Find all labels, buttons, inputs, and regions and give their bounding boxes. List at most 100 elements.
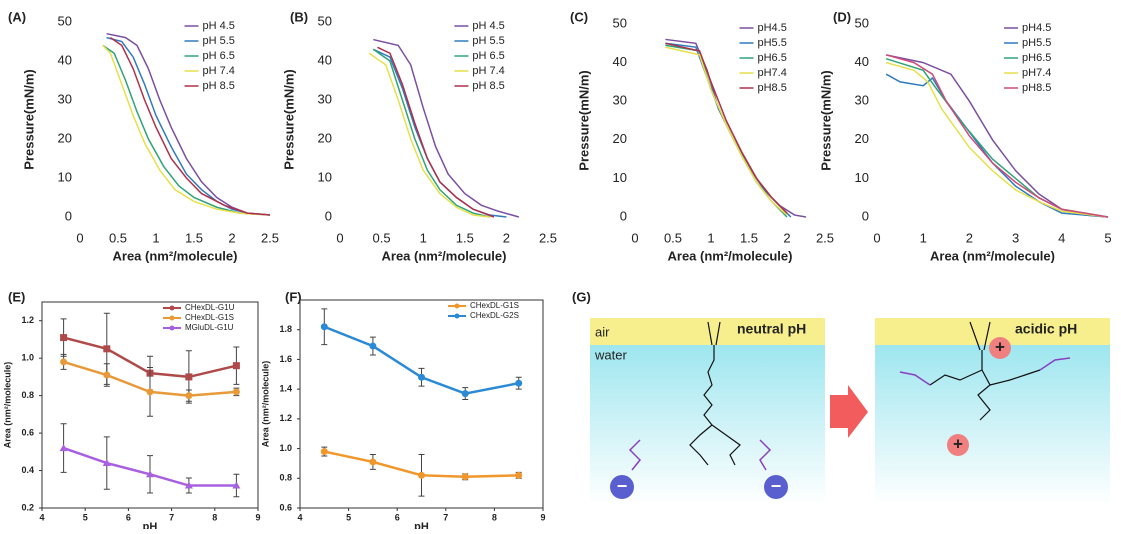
- isotherm-line: [109, 36, 271, 216]
- condition-label: neutral pH: [737, 321, 806, 337]
- isotherm-line: [665, 46, 788, 216]
- legend-marker: [169, 325, 175, 331]
- x-axis-label: Area (nm²/molecule): [113, 248, 238, 263]
- marker: [103, 345, 111, 353]
- panel-label: (D): [833, 9, 851, 24]
- x-tick-label: 2.5: [261, 230, 279, 245]
- x-tick-label: 2: [966, 230, 973, 245]
- isotherm-line: [102, 44, 271, 216]
- marker: [60, 358, 68, 366]
- plot-frame: [41, 301, 259, 509]
- isotherm-line: [886, 61, 1109, 218]
- positive-charge: [989, 337, 1011, 359]
- y-tick-label: 1.0: [21, 353, 34, 363]
- chart: (F) 0.6 0.8 1.0 1.2 1.4 1.6 1.8 4 5 6 7 8 9 pH Area (nm…: [260, 289, 545, 532]
- y-tick-label: 20: [855, 131, 869, 146]
- y-tick-label: 1.2: [279, 413, 292, 423]
- isotherm-line: [886, 54, 1109, 218]
- y-tick-label: 40: [855, 54, 869, 69]
- isotherm-line: [665, 42, 788, 214]
- panel-label: (E): [8, 289, 25, 304]
- marker: [185, 392, 193, 400]
- legend-label: pH5.5: [1022, 37, 1051, 49]
- x-tick-label: 2.5: [816, 230, 834, 245]
- legend-label: CHexDL-G1U: [185, 303, 235, 312]
- y-tick-label: 0.8: [279, 473, 292, 483]
- acid-chain: [628, 439, 772, 471]
- x-tick-label: 0: [631, 230, 638, 245]
- marker: [418, 373, 425, 381]
- legend-label: pH4.5: [758, 22, 787, 34]
- x-tick-label: 4: [297, 512, 302, 522]
- isotherm-line: [106, 36, 271, 216]
- molecule-acidic: [929, 321, 1041, 421]
- marker: [369, 458, 377, 466]
- panel-label: (B): [290, 9, 308, 24]
- y-tick-label: 30: [613, 93, 627, 108]
- y-tick-label: 0: [862, 208, 869, 223]
- marker: [369, 342, 377, 350]
- y-tick-label: 1.2: [21, 315, 34, 325]
- y-tick-label: 1.0: [279, 443, 292, 453]
- x-axis-label: pH: [143, 521, 158, 529]
- x-tick-label: 0.5: [373, 230, 391, 245]
- x-tick-label: 1.5: [456, 230, 474, 245]
- x-tick-label: 7: [443, 512, 448, 522]
- x-tick-label: 3: [1012, 230, 1019, 245]
- x-axis-label: pH: [414, 521, 429, 529]
- isotherm-line: [373, 38, 520, 218]
- x-tick-label: 1: [707, 230, 714, 245]
- positive-charge: [947, 434, 969, 456]
- legend-label: pH6.5: [1022, 52, 1051, 64]
- marker: [146, 470, 154, 478]
- y-tick-label: 30: [855, 93, 869, 108]
- marker: [232, 481, 241, 489]
- legend-marker: [169, 315, 175, 321]
- y-tick-label: 30: [318, 91, 332, 106]
- marker: [320, 448, 328, 456]
- charge-sign: −: [771, 476, 782, 496]
- y-tick-label: 0.6: [21, 427, 34, 437]
- chart: (C) 0 10 20 30 40 50 0 0.5 1 1.5 2 2.5 Area (nm²/mole…: [570, 9, 834, 263]
- charge-sign: −: [617, 476, 628, 496]
- molecule-neutral: [689, 321, 741, 466]
- isotherm-line: [377, 46, 495, 218]
- x-tick-label: 6: [126, 512, 131, 522]
- y-axis-label: Pressure(mN/m): [281, 69, 296, 169]
- legend-label: pH 8.5: [203, 80, 235, 92]
- isotherm-line: [102, 44, 271, 216]
- y-tick-label: 0.4: [21, 465, 34, 475]
- plot-frame: [299, 299, 544, 509]
- y-tick-label: 10: [613, 170, 627, 185]
- legend-label: pH 5.5: [203, 35, 235, 47]
- x-tick-label: 2: [228, 230, 235, 245]
- legend-label: CHexDL-G1S: [470, 301, 519, 310]
- x-tick-label: 8: [212, 512, 217, 522]
- panel-label: (F): [285, 289, 302, 304]
- legend-label: pH 8.5: [472, 80, 504, 92]
- panel-label: (G): [572, 289, 591, 304]
- marker: [461, 473, 469, 481]
- negative-charge: [764, 475, 788, 499]
- panel-label: (C): [570, 9, 588, 24]
- isotherm-line: [886, 54, 1109, 218]
- charge-sign: +: [953, 434, 963, 453]
- marker: [320, 323, 328, 331]
- x-tick-label: 0: [76, 230, 83, 245]
- marker: [102, 459, 111, 467]
- x-tick-label: 2: [503, 230, 510, 245]
- chart: (D) 0 10 20 30 40 50 0 1 2 3 4 5 Area (nm²/molecule) P…: [818, 9, 1111, 263]
- acid-chain: [899, 357, 1071, 386]
- x-tick-label: 5: [1104, 230, 1111, 245]
- y-tick-label: 0.8: [21, 390, 34, 400]
- legend-label: CHexDL-G1S: [185, 313, 234, 322]
- arrow: [830, 385, 868, 438]
- marker: [185, 373, 193, 381]
- x-axis-label: Area (nm²/molecule): [668, 248, 793, 263]
- legend-label: pH 4.5: [472, 20, 504, 32]
- panel-g: (G) air water neutral pH acidic pH − − +…: [572, 289, 1110, 505]
- x-tick-label: 2: [783, 230, 790, 245]
- x-tick-label: 0.5: [109, 230, 127, 245]
- x-axis-label: Area (nm²/molecule): [930, 248, 1055, 263]
- legend-label: pH7.4: [1022, 67, 1051, 79]
